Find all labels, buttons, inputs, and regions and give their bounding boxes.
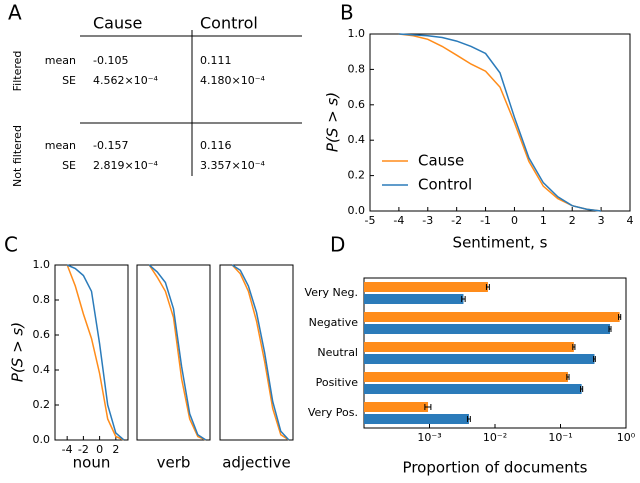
line bbox=[231, 264, 290, 441]
panel-label: C bbox=[4, 233, 18, 257]
error-bar bbox=[608, 326, 612, 332]
row-label: mean bbox=[45, 54, 76, 67]
axes-frame bbox=[54, 264, 129, 441]
error-bar bbox=[566, 374, 570, 380]
x-tick-label: -4 bbox=[393, 214, 404, 227]
error-bar bbox=[461, 296, 466, 302]
y-axis-label: P(S > s) bbox=[9, 322, 27, 382]
error-bar bbox=[580, 386, 584, 392]
x-tick-label: -3 bbox=[422, 214, 433, 227]
category-label: Positive bbox=[316, 376, 359, 389]
y-axis-label: P(S > s) bbox=[324, 92, 342, 152]
bar bbox=[364, 312, 620, 322]
error-bar bbox=[424, 404, 432, 410]
x-tick-label: -1 bbox=[480, 214, 491, 227]
y-tick-label: 1.0 bbox=[348, 27, 366, 40]
x-tick-label: 10⁻¹ bbox=[548, 431, 572, 444]
line bbox=[148, 264, 207, 441]
group-label: Filtered bbox=[11, 51, 24, 92]
bar bbox=[364, 384, 582, 394]
cell: 2.819×10⁻⁴ bbox=[93, 159, 159, 172]
x-tick-label: 4 bbox=[627, 214, 634, 227]
bar bbox=[364, 324, 611, 334]
row-label: mean bbox=[45, 139, 76, 152]
x-tick-label: -2 bbox=[78, 443, 89, 456]
cell: 4.180×10⁻⁴ bbox=[200, 74, 266, 87]
error-bar bbox=[618, 314, 622, 320]
category-label: Negative bbox=[309, 316, 359, 329]
column-header: Cause bbox=[93, 14, 142, 33]
error-bar bbox=[593, 356, 596, 362]
x-tick-label: -5 bbox=[365, 214, 376, 227]
x-tick-label: -4 bbox=[62, 443, 73, 456]
x-tick-label: 0 bbox=[511, 214, 518, 227]
bar bbox=[364, 372, 568, 382]
y-tick-label: 1.0 bbox=[33, 258, 51, 271]
error-bar bbox=[572, 344, 576, 350]
x-tick-label: 10⁻³ bbox=[417, 431, 441, 444]
cell: 0.116 bbox=[200, 139, 232, 152]
axes-frame bbox=[219, 264, 294, 441]
y-tick-label: 0.2 bbox=[33, 398, 51, 411]
line bbox=[66, 264, 125, 441]
x-tick-label: 2 bbox=[569, 214, 576, 227]
x-tick-label: -2 bbox=[451, 214, 462, 227]
category-label: Very Pos. bbox=[308, 406, 358, 419]
line bbox=[66, 264, 125, 441]
cell: 0.111 bbox=[200, 54, 232, 67]
panel-a bbox=[80, 30, 302, 176]
axes-frame bbox=[369, 33, 631, 212]
y-tick-label: 0.8 bbox=[33, 293, 51, 306]
y-tick-label: 0.0 bbox=[348, 204, 366, 217]
axes-frame bbox=[136, 264, 211, 441]
bar bbox=[364, 354, 595, 364]
bar bbox=[364, 414, 469, 424]
y-tick-label: 0.2 bbox=[348, 169, 366, 182]
error-bar bbox=[485, 284, 490, 290]
line bbox=[231, 264, 290, 441]
category-label: Neutral bbox=[317, 346, 358, 359]
x-tick-label: 3 bbox=[598, 214, 605, 227]
bar bbox=[364, 402, 429, 412]
bar bbox=[364, 342, 574, 352]
x-axis-label: Sentiment, s bbox=[453, 234, 548, 252]
y-tick-label: 0.4 bbox=[348, 133, 366, 146]
cell: 3.357×10⁻⁴ bbox=[200, 159, 266, 172]
legend-label: Cause bbox=[418, 152, 464, 170]
y-tick-label: 0.0 bbox=[33, 433, 51, 446]
cell: 4.562×10⁻⁴ bbox=[93, 74, 159, 87]
cell: -0.105 bbox=[93, 54, 128, 67]
column-header: Control bbox=[200, 14, 258, 33]
x-tick-label: 10⁻² bbox=[483, 431, 507, 444]
x-tick-label: 2 bbox=[112, 443, 119, 456]
bar bbox=[364, 294, 464, 304]
group-label: Not filtered bbox=[11, 125, 24, 187]
panel-label: D bbox=[330, 233, 345, 257]
x-axis-label: Proportion of documents bbox=[403, 459, 588, 477]
x-axis-label: noun bbox=[73, 454, 111, 472]
line bbox=[148, 264, 207, 441]
x-tick-label: 0 bbox=[96, 443, 103, 456]
row-label: SE bbox=[62, 159, 76, 172]
category-label: Very Neg. bbox=[305, 286, 358, 299]
x-axis-label: verb bbox=[157, 454, 191, 472]
x-axis-label: adjective bbox=[222, 454, 291, 472]
y-tick-label: 0.6 bbox=[348, 98, 366, 111]
cell: -0.157 bbox=[93, 139, 128, 152]
row-label: SE bbox=[62, 74, 76, 87]
line bbox=[398, 33, 602, 212]
error-bar bbox=[466, 416, 471, 422]
x-tick-label: 10⁰ bbox=[617, 431, 636, 444]
y-tick-label: 0.6 bbox=[33, 328, 51, 341]
panel-label: B bbox=[340, 1, 354, 25]
legend-label: Control bbox=[418, 176, 472, 194]
bar bbox=[364, 282, 488, 292]
y-tick-label: 0.8 bbox=[348, 62, 366, 75]
panel-label: A bbox=[8, 1, 22, 25]
x-tick-label: 1 bbox=[540, 214, 547, 227]
y-tick-label: 0.4 bbox=[33, 363, 51, 376]
